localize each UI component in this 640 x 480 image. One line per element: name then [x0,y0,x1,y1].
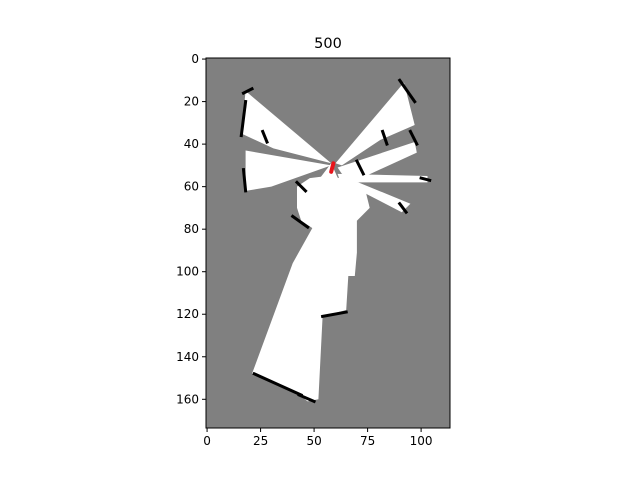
y-tick-label-20: 20 [184,95,199,109]
robot-marker [329,161,336,174]
obstacle-south-ledge [320,310,348,319]
free-region-east-upper-ray [337,142,417,179]
y-tick-label-160: 160 [176,392,199,406]
axes-frame [205,57,451,429]
free-region-northwest-ray [241,91,332,164]
y-tick-label-140: 140 [176,350,199,364]
x-tick-label-25: 25 [253,434,268,448]
obstacle-west-left [241,167,248,193]
x-tick-label-100: 100 [410,434,433,448]
y-tick-label-40: 40 [184,137,199,151]
y-tick-label-120: 120 [176,307,199,321]
free-region-west-ray [245,150,332,191]
free-region-northeast-ray [335,82,415,166]
free-region-east-ray [337,173,428,183]
obstacle-center-upper [294,180,308,194]
y-tick-label-80: 80 [184,222,199,236]
x-tick-label-75: 75 [360,434,375,448]
obstacle-south-bottom [252,371,304,397]
y-axis: 0 20 40 60 80 100 120 140 160 [176,52,206,406]
obstacle-ne-mid [380,129,389,147]
obstacle-east-inner [354,159,366,176]
x-axis: 0 25 50 75 100 [203,428,433,448]
y-tick-label-60: 60 [184,180,199,194]
x-tick-label-50: 50 [306,434,321,448]
chart-title: 500 [314,36,342,52]
obstacle-nw-top [241,86,255,96]
free-region-center-blob [297,176,370,230]
y-tick-label-100: 100 [176,265,199,279]
robot-marker-layer [329,161,336,174]
x-tick-label-0: 0 [203,434,211,448]
obstacle-east-upper [408,129,419,147]
y-tick-label-0: 0 [191,52,199,66]
obstacle-nw-left [239,99,248,138]
obstacle-layer [239,78,432,404]
obstacle-center-left [290,214,310,230]
obstacle-nw-inner [260,129,269,144]
obstacle-southeast [397,201,409,215]
obstacle-south-corner [297,393,317,404]
plot-area [205,57,451,429]
obstacle-east-end [419,176,432,183]
obstacle-ne-top [397,78,417,104]
free-space-layer [241,82,428,402]
